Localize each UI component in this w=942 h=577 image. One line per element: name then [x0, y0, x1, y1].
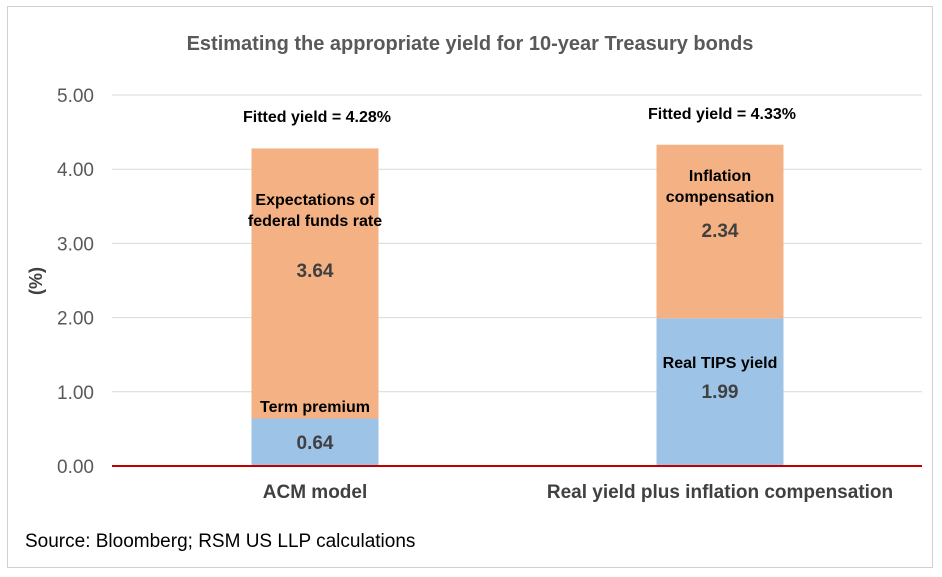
- x-category-label: ACM model: [263, 482, 368, 503]
- data-label: 3.64: [297, 261, 334, 282]
- y-axis-label: (%): [26, 267, 46, 295]
- y-tick-label: 2.00: [57, 309, 94, 330]
- segment-label: Expectations of: [255, 192, 375, 209]
- y-tick-label: 3.00: [57, 234, 94, 255]
- source-note: Source: Bloomberg; RSM US LLP calculatio…: [25, 531, 416, 552]
- y-tick-label: 1.00: [57, 383, 94, 404]
- y-tick-label: 5.00: [57, 86, 94, 107]
- total-label: Fitted yield = 4.33%: [648, 106, 796, 123]
- total-label: Fitted yield = 4.28%: [243, 109, 391, 126]
- x-axis-categories: ACM model Real yield plus inflation compe…: [263, 482, 893, 503]
- x-category-label: Real yield plus inflation compensation: [547, 482, 893, 503]
- gridlines: [112, 94, 922, 393]
- y-axis-ticks: 0.00 1.00 2.00 3.00 4.00 5.00: [57, 86, 94, 478]
- bar-segment: [656, 144, 784, 319]
- segment-label: compensation: [666, 189, 774, 206]
- segment-label: Term premium: [260, 399, 370, 416]
- bar-segment: [251, 418, 379, 466]
- bar-segment: [656, 318, 784, 466]
- segment-label: Real TIPS yield: [663, 355, 778, 372]
- data-label: 1.99: [702, 382, 739, 403]
- data-label: 2.34: [702, 221, 739, 242]
- segment-label: Inflation: [689, 168, 751, 185]
- y-tick-label: 0.00: [57, 457, 94, 478]
- data-label: 0.64: [297, 433, 334, 454]
- segment-label: federal funds rate: [248, 213, 382, 230]
- bar-segment: [251, 148, 379, 419]
- chart-title: Estimating the appropriate yield for 10-…: [187, 33, 754, 55]
- y-tick-label: 4.00: [57, 160, 94, 181]
- bars: Term premium 0.64 Expectations of federal f…: [243, 106, 796, 466]
